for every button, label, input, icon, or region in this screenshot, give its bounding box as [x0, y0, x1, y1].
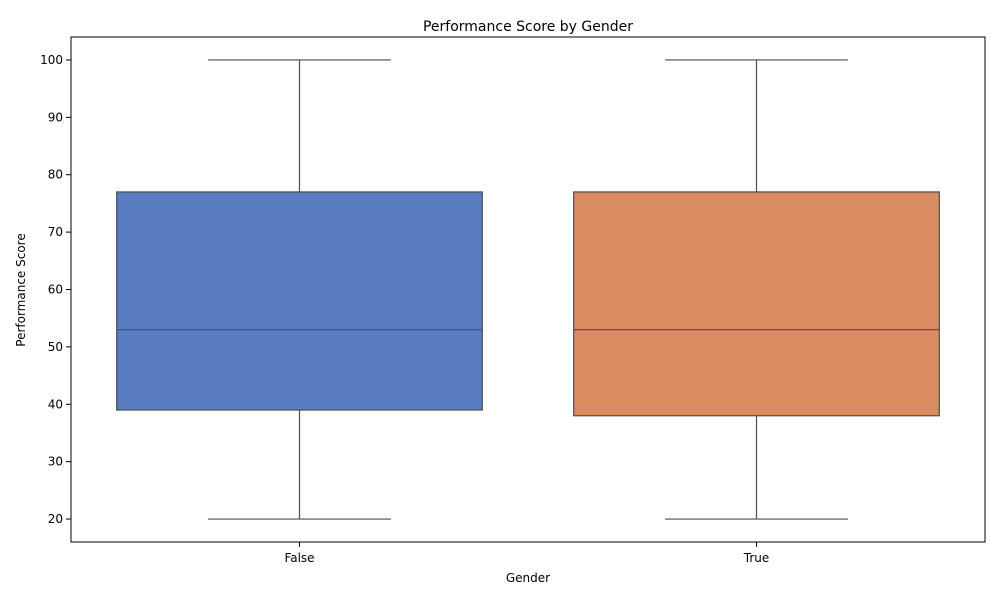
- y-tick-label: 100: [40, 53, 63, 67]
- y-tick-label: 60: [48, 283, 63, 297]
- y-tick-label: 70: [48, 225, 63, 239]
- boxes-layer: [116, 59, 940, 520]
- y-tick-label: 80: [48, 168, 63, 182]
- box-true: [573, 59, 940, 520]
- x-axis-label: Gender: [506, 571, 550, 585]
- y-tick-label: 40: [48, 397, 63, 411]
- y-tick-label: 50: [48, 340, 63, 354]
- y-tick-label: 90: [48, 110, 63, 124]
- y-axis-label: Performance Score: [14, 233, 28, 346]
- iqr-box: [116, 191, 483, 411]
- x-tick-label: True: [743, 551, 770, 565]
- x-tick-label: False: [284, 551, 314, 565]
- y-axis-ticks: 20 30 40 50 60 70 80 90 100: [40, 53, 71, 526]
- chart-title: Performance Score by Gender: [423, 19, 633, 35]
- iqr-box: [573, 191, 940, 417]
- x-axis-ticks: False True: [284, 542, 769, 565]
- y-tick-label: 30: [48, 455, 63, 469]
- y-tick-label: 20: [48, 512, 63, 526]
- box-false: [116, 59, 483, 520]
